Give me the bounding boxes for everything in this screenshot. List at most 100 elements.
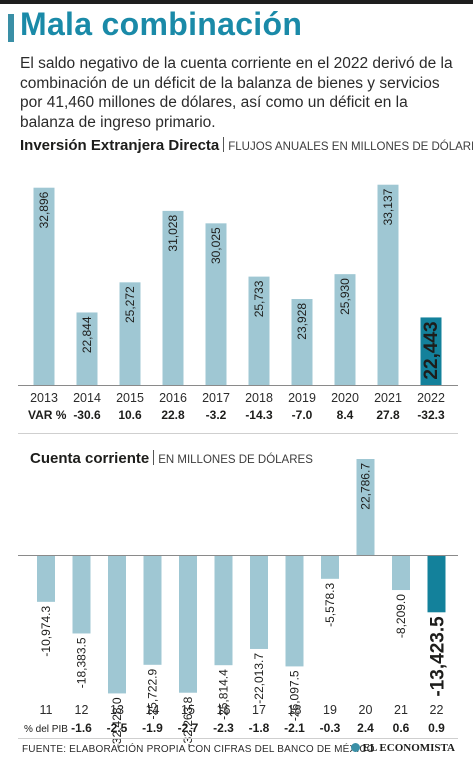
ied-value-label-2018: 25,733 — [252, 280, 266, 317]
chart1-title: Inversión Extranjera Directa — [20, 137, 220, 154]
ied-var-value-2020: 8.4 — [337, 408, 354, 422]
cc-year-label-18: 18 — [288, 703, 302, 717]
ied-year-label-2016: 2016 — [159, 391, 187, 405]
ied-year-label-2017: 2017 — [202, 391, 230, 405]
cc-value-label-14: -25,722.9 — [146, 668, 160, 719]
ied-var-value-2016: 22.8 — [161, 408, 185, 422]
chart2-subtitle: EN MILLONES DE DÓLARES — [158, 454, 313, 466]
cc-value-label-13: -32,428.0 — [110, 697, 124, 748]
ied-bar-2017 — [205, 223, 227, 385]
cc-pib-value-14: -1.9 — [142, 721, 163, 735]
ied-bar-2019 — [291, 299, 313, 385]
brand-dot-icon — [350, 743, 360, 752]
cc-value-label-21: -8,209.0 — [394, 594, 408, 638]
cc-bar-20 — [356, 459, 375, 555]
ied-value-label-2014: 22,844 — [80, 316, 94, 353]
ied-var-value-2021: 27.8 — [376, 408, 400, 422]
cc-year-label-14: 14 — [146, 703, 160, 717]
cc-value-label-12: -18,383.5 — [75, 637, 89, 688]
ied-value-label-2021: 33,137 — [381, 188, 395, 225]
cc-value-label-16: -25,814.4 — [217, 669, 231, 720]
cc-year-label-17: 17 — [252, 703, 266, 717]
ied-var-value-2022: -32.3 — [417, 408, 445, 422]
ied-var-value-2019: -7.0 — [292, 408, 313, 422]
cc-value-label-20: 22,786.7 — [359, 463, 373, 510]
cc-year-label-21: 21 — [394, 703, 408, 717]
cc-bar-22 — [427, 555, 446, 613]
intro-text: El saldo negativo de la cuenta corriente… — [20, 55, 453, 131]
ied-year-label-2020: 2020 — [331, 391, 359, 405]
ied-value-label-2016: 31,028 — [166, 215, 180, 252]
ied-bar-2022 — [420, 317, 442, 385]
source-note: FUENTE: ELABORACIÓN PROPIA CON CIFRAS DE… — [22, 744, 375, 755]
cc-pib-row-label: % del PIB — [24, 724, 68, 735]
cc-value-label-19: -5,578.3 — [323, 582, 337, 626]
cc-year-label-19: 19 — [323, 703, 337, 717]
cc-bar-14 — [143, 555, 162, 665]
ied-year-label-2018: 2018 — [245, 391, 273, 405]
cc-year-label-15: 15 — [181, 703, 195, 717]
ied-var-row-label: VAR % — [28, 408, 67, 422]
page-title: Mala combinación — [20, 6, 303, 42]
ied-year-label-2015: 2015 — [116, 391, 144, 405]
ied-bar-2014 — [76, 312, 98, 385]
brand-logo: EL ECONOMISTA — [350, 742, 455, 754]
ied-bar-2015 — [119, 282, 141, 385]
ied-year-label-2021: 2021 — [374, 391, 402, 405]
ied-year-label-2022: 2022 — [417, 391, 445, 405]
cc-value-label-18: -26,097.5 — [288, 670, 302, 721]
cc-pib-value-18: -2.1 — [284, 721, 305, 735]
cc-bar-18 — [285, 555, 304, 667]
ied-value-label-2020: 25,930 — [338, 278, 352, 315]
cc-year-label-20: 20 — [359, 703, 373, 717]
cc-pib-value-17: -1.8 — [249, 721, 270, 735]
ied-value-label-2013: 32,896 — [37, 191, 51, 228]
cc-year-label-13: 13 — [110, 703, 124, 717]
cc-bar-17 — [250, 555, 268, 649]
ied-value-label-2019: 23,928 — [295, 303, 309, 340]
cc-bar-15 — [179, 555, 197, 693]
ied-bar-2021 — [377, 184, 399, 385]
cc-year-label-22: 22 — [430, 703, 444, 717]
ied-bar-2020 — [334, 274, 356, 385]
ied-year-label-2019: 2019 — [288, 391, 316, 405]
cc-pib-value-20: 2.4 — [357, 721, 374, 735]
cc-bar-16 — [214, 555, 233, 666]
cc-pib-value-13: -2.5 — [107, 721, 128, 735]
chart2-title-separator — [153, 450, 155, 465]
ied-bar-2013 — [33, 187, 55, 385]
ied-year-label-2013: 2013 — [30, 391, 58, 405]
cc-bar-13 — [108, 555, 126, 694]
cc-year-label-11: 11 — [40, 703, 53, 717]
ied-var-value-2017: -3.2 — [206, 408, 227, 422]
cc-value-label-22: -13,423.5 — [428, 616, 449, 697]
ied-value-label-2015: 25,272 — [123, 286, 137, 323]
chart1-title-separator — [223, 137, 225, 152]
cc-bar-12 — [72, 555, 91, 634]
ied-var-value-2018: -14.3 — [245, 408, 273, 422]
cc-year-label-12: 12 — [75, 703, 89, 717]
cc-pib-value-15: -2.7 — [178, 721, 199, 735]
brand-name: EL ECONOMISTA — [362, 742, 455, 754]
ied-var-value-2015: 10.6 — [118, 408, 142, 422]
cc-pib-value-12: -1.6 — [71, 721, 92, 735]
cc-pib-value-16: -2.3 — [213, 721, 234, 735]
cc-value-label-15: -32,263.8 — [181, 696, 195, 747]
cc-year-label-16: 16 — [217, 703, 231, 717]
chart2-title: Cuenta corriente — [30, 450, 150, 467]
cc-pib-value-21: 0.6 — [393, 721, 410, 735]
ied-year-label-2014: 2014 — [73, 391, 101, 405]
title-accent-bar — [8, 14, 14, 42]
cc-bar-11 — [37, 555, 55, 602]
cc-pib-value-19: -0.3 — [320, 721, 341, 735]
ied-bar-2016 — [162, 210, 184, 385]
chart1-heading: Inversión Extranjera Directa FLUJOS ANUAL… — [20, 137, 473, 154]
cc-value-label-11: -10,974.3 — [39, 606, 53, 657]
chart1-subtitle: FLUJOS ANUALES EN MILLONES DE DÓLARES — [228, 141, 473, 153]
ied-bar-2018 — [248, 276, 270, 385]
top-rule — [0, 0, 473, 4]
ied-value-label-2022: 22,443 — [421, 321, 442, 379]
ied-value-label-2017: 30,025 — [209, 227, 223, 264]
ied-var-value-2014: -30.6 — [73, 408, 101, 422]
